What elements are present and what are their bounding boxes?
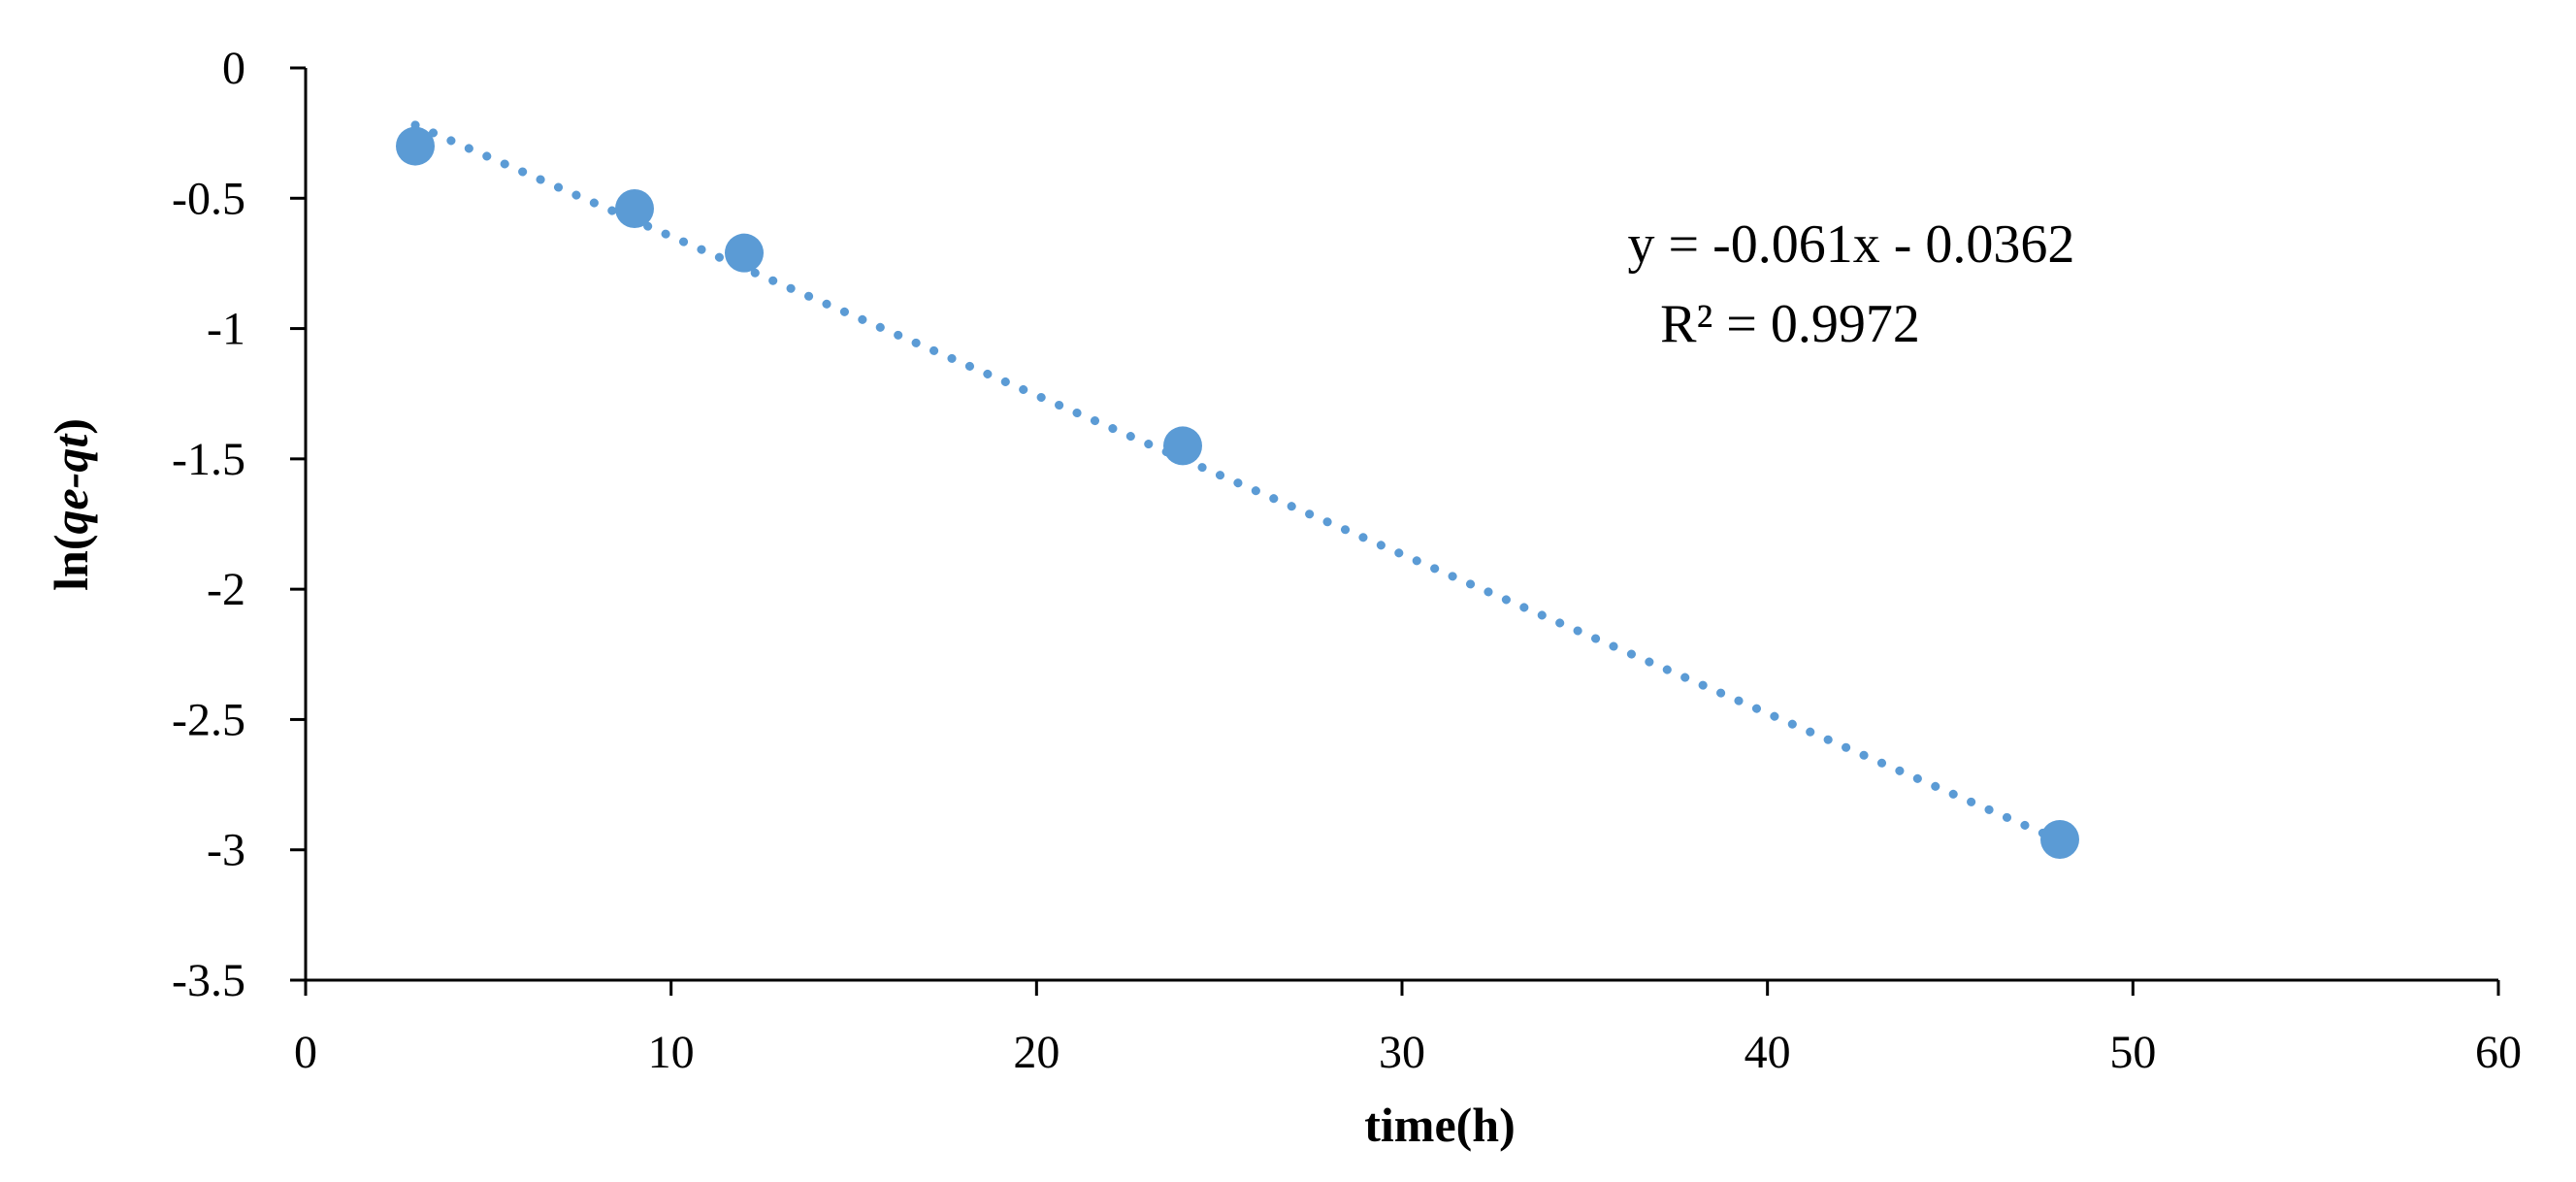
- y-axis-title: ln(qe-qt): [44, 418, 98, 591]
- y-axis-title-suffix: ): [44, 418, 98, 435]
- y-ticks: 0 -0.5 -1 -1.5 -2 -2.5 -3 -3.5: [172, 43, 306, 1006]
- x-tick-label: 60: [2475, 1027, 2522, 1078]
- y-tick-label: -1.5: [172, 434, 245, 485]
- x-tick-label: 20: [1013, 1027, 1060, 1078]
- y-tick-label: 0: [222, 43, 245, 94]
- data-point: [396, 126, 435, 166]
- x-tick-label: 30: [1379, 1027, 1425, 1078]
- points-layer: [396, 126, 2079, 859]
- trendline-r-squared: R² = 0.9972: [1660, 294, 1920, 354]
- x-axis-title: time(h): [1364, 1098, 1516, 1152]
- y-tick-label: -2.5: [172, 694, 245, 745]
- data-point: [1163, 426, 1202, 466]
- data-point: [615, 189, 654, 229]
- trendline: [410, 120, 2065, 845]
- x-ticks: 0 10 20 30 40 50 60: [294, 980, 2522, 1078]
- y-axis-title-variable: qe-qt: [44, 433, 98, 535]
- data-point: [725, 233, 764, 273]
- x-tick-label: 40: [1745, 1027, 1791, 1078]
- y-tick-label: -3.5: [172, 955, 245, 1006]
- trendline-layer: [410, 120, 2065, 845]
- y-axis-title-prefix: ln(: [44, 535, 98, 591]
- y-tick-label: -0.5: [172, 173, 245, 224]
- y-tick-label: -1: [207, 304, 245, 355]
- x-tick-label: 0: [294, 1027, 317, 1078]
- x-tick-label: 10: [648, 1027, 695, 1078]
- y-tick-label: -3: [207, 825, 245, 876]
- trendline-equation: y = -0.061x - 0.0362: [1628, 214, 2075, 275]
- data-point: [2040, 819, 2079, 859]
- y-tick-label: -2: [207, 564, 245, 615]
- x-tick-label: 50: [2109, 1027, 2156, 1078]
